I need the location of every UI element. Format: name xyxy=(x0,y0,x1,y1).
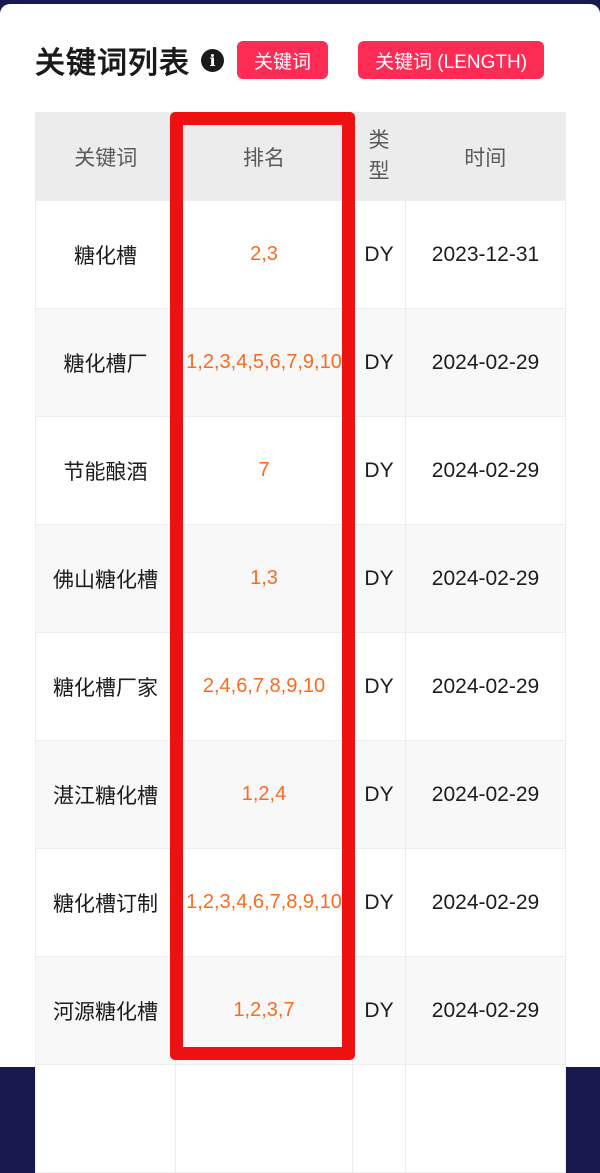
cell-rank: 1,3 xyxy=(176,525,353,633)
info-icon[interactable]: i xyxy=(201,49,224,72)
cell-keyword: 湛江糖化槽 xyxy=(36,741,176,849)
cell-date: 2024-02-29 xyxy=(406,849,566,957)
page-title: 关键词列表 xyxy=(35,38,190,82)
cell-type: DY xyxy=(353,417,406,525)
keyword-table: 关键词 排名 类型 时间 糖化槽 2,3 DY 2023-12-31 糖化槽厂 … xyxy=(35,112,566,1173)
table-row: 糖化槽 2,3 DY 2023-12-31 xyxy=(36,201,566,309)
cell-type xyxy=(353,1065,406,1173)
cell-rank: 1,2,3,4,5,6,7,9,10 xyxy=(176,309,353,417)
cell-keyword: 糖化槽厂 xyxy=(36,309,176,417)
table-row: 糖化槽厂 1,2,3,4,5,6,7,9,10 DY 2024-02-29 xyxy=(36,309,566,417)
cell-keyword: 糖化槽订制 xyxy=(36,849,176,957)
page-header: 关键词列表 i 关键词 关键词 (LENGTH) xyxy=(35,40,600,80)
cell-rank: 2,4,6,7,8,9,10 xyxy=(176,633,353,741)
table-body: 糖化槽 2,3 DY 2023-12-31 糖化槽厂 1,2,3,4,5,6,7… xyxy=(36,201,566,1065)
cell-type: DY xyxy=(353,741,406,849)
table-row: 糖化槽订制 1,2,3,4,6,7,8,9,10 DY 2024-02-29 xyxy=(36,849,566,957)
cell-rank: 1,2,3,7 xyxy=(176,957,353,1065)
table-row: 节能酿酒 7 DY 2024-02-29 xyxy=(36,417,566,525)
table-row: 糖化槽厂家 2,4,6,7,8,9,10 DY 2024-02-29 xyxy=(36,633,566,741)
cell-rank: 1,2,3,4,6,7,8,9,10 xyxy=(176,849,353,957)
cell-keyword: 糖化槽 xyxy=(36,201,176,309)
cell-date: 2024-02-29 xyxy=(406,633,566,741)
cell-type: DY xyxy=(353,633,406,741)
column-header-rank: 排名 xyxy=(176,113,353,201)
cell-rank xyxy=(176,1065,353,1173)
cell-rank: 1,2,4 xyxy=(176,741,353,849)
cell-keyword: 糖化槽厂家 xyxy=(36,633,176,741)
cell-type: DY xyxy=(353,849,406,957)
cell-type: DY xyxy=(353,525,406,633)
cell-date: 2024-02-29 xyxy=(406,417,566,525)
column-header-keyword: 关键词 xyxy=(36,113,176,201)
cell-rank: 7 xyxy=(176,417,353,525)
cell-type: DY xyxy=(353,957,406,1065)
table-header: 关键词 排名 类型 时间 xyxy=(36,113,566,201)
cell-type: DY xyxy=(353,201,406,309)
table-row: 湛江糖化槽 1,2,4 DY 2024-02-29 xyxy=(36,741,566,849)
cell-keyword: 佛山糖化槽 xyxy=(36,525,176,633)
cell-date: 2024-02-29 xyxy=(406,525,566,633)
keyword-length-button[interactable]: 关键词 (LENGTH) xyxy=(358,41,544,79)
keyword-button[interactable]: 关键词 xyxy=(237,41,328,79)
cell-date: 2024-02-29 xyxy=(406,309,566,417)
cell-date: 2024-02-29 xyxy=(406,741,566,849)
table-row: 佛山糖化槽 1,3 DY 2024-02-29 xyxy=(36,525,566,633)
column-header-type-label: 类型 xyxy=(367,126,390,187)
partial-next-row xyxy=(36,1065,566,1173)
cell-keyword: 节能酿酒 xyxy=(36,417,176,525)
cell-keyword xyxy=(36,1065,176,1173)
cell-rank: 2,3 xyxy=(176,201,353,309)
cell-date xyxy=(406,1065,566,1173)
cell-date: 2024-02-29 xyxy=(406,957,566,1065)
column-header-date: 时间 xyxy=(406,113,566,201)
table-stub xyxy=(36,1065,566,1173)
column-header-type: 类型 xyxy=(353,113,406,201)
cell-keyword: 河源糖化槽 xyxy=(36,957,176,1065)
table-row: 河源糖化槽 1,2,3,7 DY 2024-02-29 xyxy=(36,957,566,1065)
content-card: 关键词列表 i 关键词 关键词 (LENGTH) 关键词 排名 类型 时间 糖化… xyxy=(0,4,600,1067)
cell-type: DY xyxy=(353,309,406,417)
cell-date: 2023-12-31 xyxy=(406,201,566,309)
